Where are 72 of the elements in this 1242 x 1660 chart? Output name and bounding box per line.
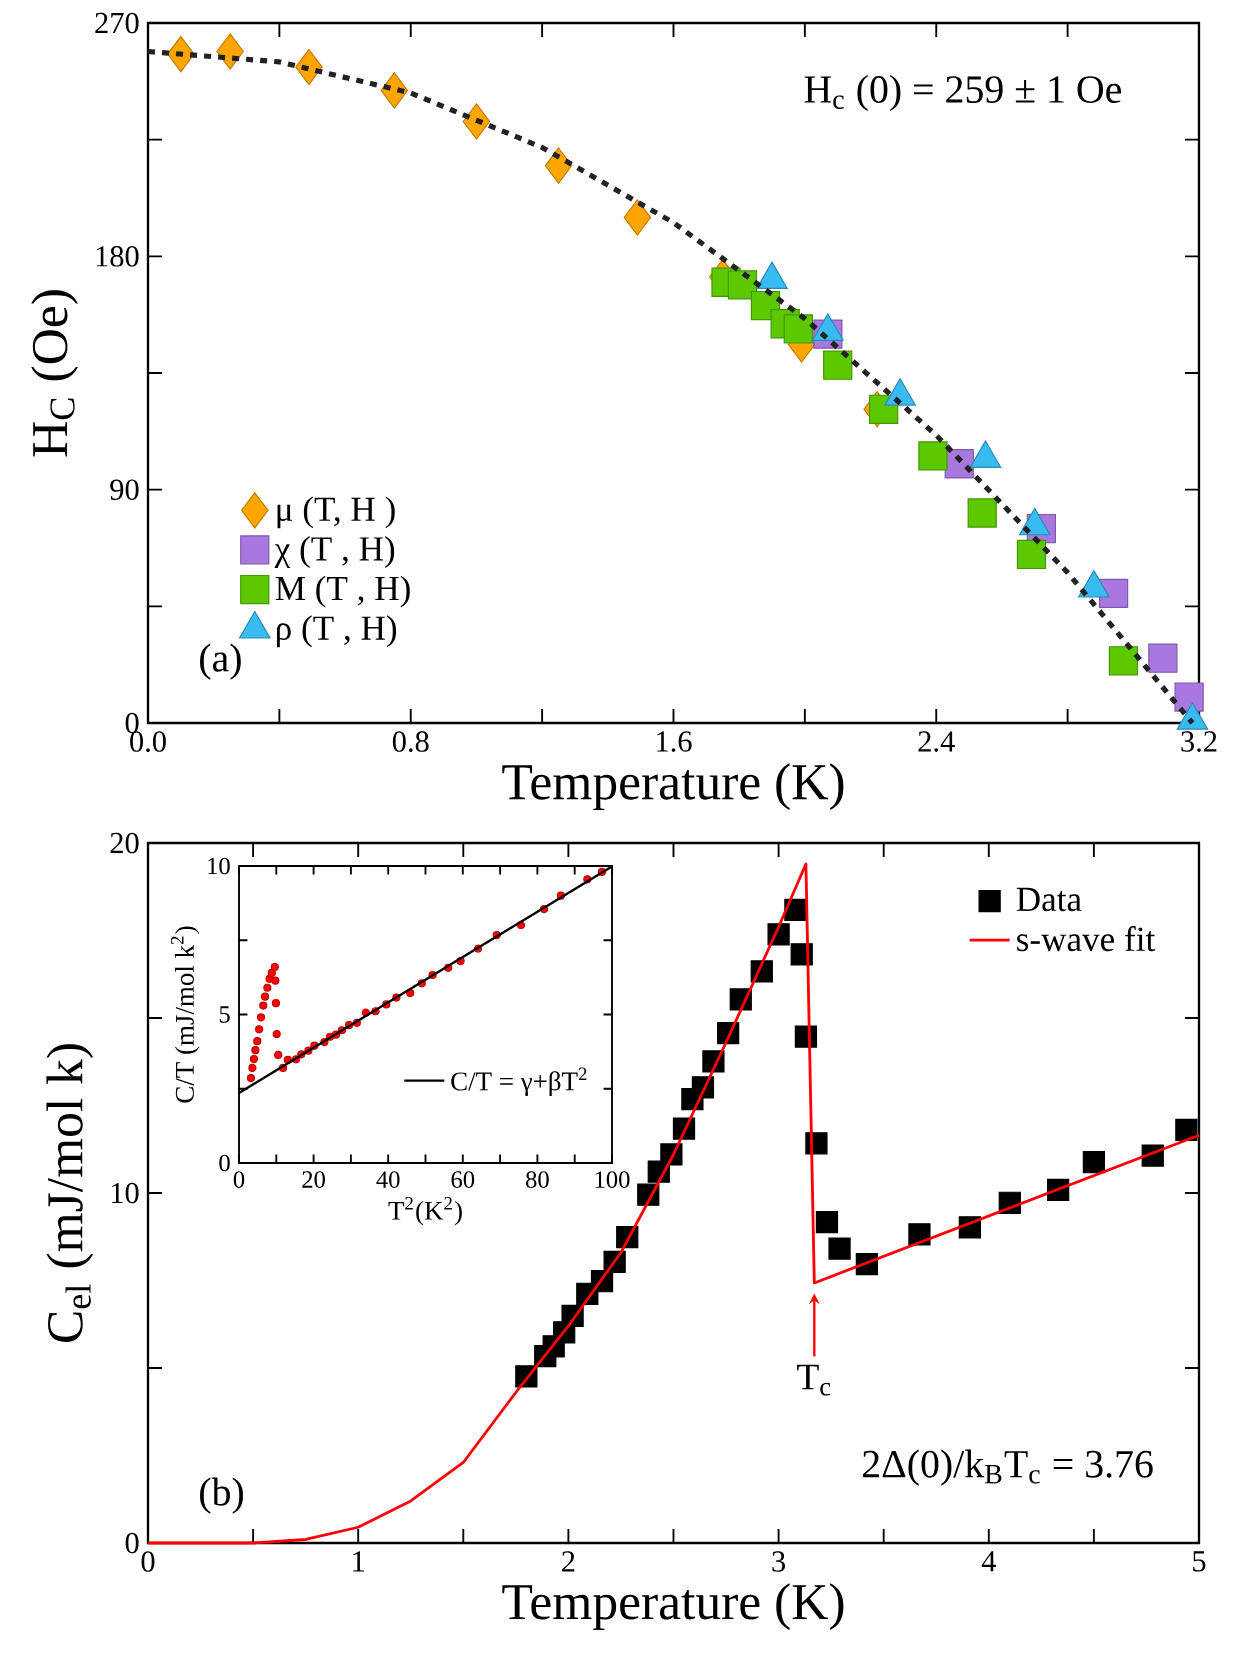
point	[271, 976, 280, 985]
annotation: 2Δ(0)/k$_{B}$T$_{c}$ = 3.76	[863, 1449, 1153, 1486]
x-tick-label: 0	[233, 1171, 245, 1188]
point	[815, 1210, 839, 1234]
legend-label: C/T = γ+βT$^{2}$	[451, 1067, 587, 1096]
x-axis-title: T$^{2}$(K$^{2}$)	[388, 1196, 462, 1226]
y-axis-title: C$_{el}$ (mJ/mol k)	[46, 1044, 94, 1342]
point	[828, 1237, 851, 1260]
point	[1082, 1151, 1106, 1174]
x-tick-label: 3	[772, 1551, 786, 1572]
y-axis-title: C/T (mJ/mol k$^{2}$)	[170, 926, 200, 1103]
legend-label: χ (T , H)	[274, 536, 395, 568]
point	[918, 441, 948, 471]
x-tick-label: 100	[595, 1171, 630, 1188]
x-tick-label: 3.2	[1181, 731, 1217, 752]
point	[823, 350, 853, 380]
x-tick-label: 0.8	[392, 731, 429, 752]
point	[1148, 643, 1178, 673]
x-tick-label: 0	[141, 1551, 155, 1572]
x-tick-label: 4	[981, 1551, 996, 1572]
x-tick-label: 20	[302, 1171, 325, 1188]
legend-label: ρ (T , H)	[277, 615, 397, 648]
point	[1175, 1118, 1198, 1142]
y-axis-title: H$_{C}$ (Oe)	[31, 290, 78, 457]
annotation: (b)	[200, 1477, 244, 1514]
x-tick-label: 2.4	[918, 731, 955, 752]
point	[967, 498, 997, 528]
legend-label: μ (T, H )	[277, 496, 395, 529]
point	[1108, 646, 1139, 676]
annotation: T$_{c}$	[797, 1364, 831, 1396]
point	[272, 1029, 281, 1039]
point	[216, 33, 244, 70]
x-tick-label: 5	[1193, 1551, 1206, 1572]
x-tick-label: 80	[526, 1171, 549, 1188]
point	[246, 1073, 256, 1083]
x-tick-label: 1	[353, 1551, 365, 1572]
x-axis-title: Temperature (K)	[502, 1583, 844, 1630]
x-tick-label: 2	[562, 1551, 575, 1572]
point	[623, 199, 652, 236]
point	[270, 962, 279, 972]
y-tick-label: 0	[125, 1532, 139, 1554]
point	[259, 1001, 268, 1010]
point	[253, 1037, 262, 1046]
point	[248, 1063, 257, 1073]
legend-label: s-wave fit	[1017, 926, 1156, 952]
point	[256, 1013, 266, 1022]
point	[249, 1054, 259, 1064]
point	[274, 1050, 283, 1059]
x-axis-title: Temperature (K)	[502, 763, 844, 811]
y-tick-label: 270	[95, 12, 139, 34]
y-tick-label: 20	[110, 832, 139, 854]
annotation: H$_{c}$ (0) = 259 ± 1 Oe	[804, 74, 1121, 112]
y-tick-label: 10	[208, 857, 230, 875]
point	[263, 983, 272, 992]
y-tick-label: 0	[219, 1154, 230, 1172]
legend-label: Data	[1016, 887, 1082, 912]
y-tick-label: 180	[96, 246, 139, 267]
x-tick-label: 40	[376, 1171, 400, 1188]
x-tick-label: 60	[451, 1171, 475, 1188]
y-tick-label: 10	[111, 1182, 139, 1204]
point	[251, 1046, 260, 1055]
annotation: (a)	[200, 643, 241, 680]
point	[267, 968, 276, 978]
point	[261, 992, 270, 1001]
y-tick-label: 90	[110, 479, 139, 500]
legend-label: M (T , H)	[275, 575, 410, 608]
point	[255, 1025, 264, 1034]
point	[783, 314, 813, 344]
y-tick-label: 5	[219, 1006, 230, 1023]
point	[271, 999, 281, 1008]
x-tick-label: 1.6	[657, 731, 692, 752]
point	[1016, 539, 1047, 570]
